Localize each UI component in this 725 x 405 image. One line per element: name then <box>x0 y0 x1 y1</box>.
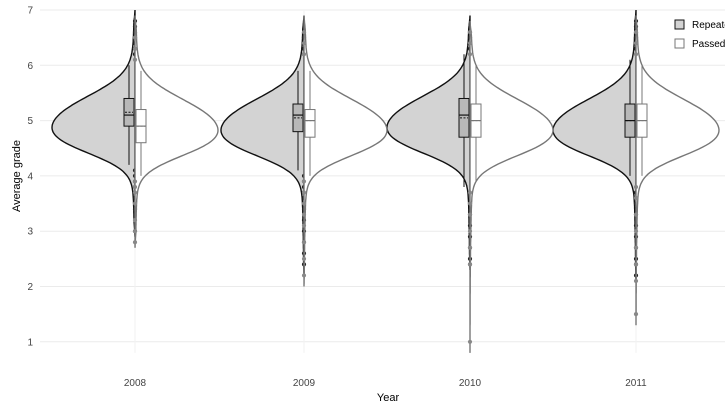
violin-passed-2010 <box>469 21 554 353</box>
outlier-point <box>132 179 138 184</box>
outlier-point <box>132 229 138 234</box>
y-tick-label: 5 <box>27 116 33 127</box>
y-axis-ticks: 1 2 3 4 5 6 7 <box>27 6 33 349</box>
outlier-point <box>467 212 473 217</box>
outlier-point <box>132 46 138 51</box>
outlier-point <box>467 41 473 46</box>
y-tick-label: 7 <box>27 6 33 17</box>
outlier-point <box>301 273 307 278</box>
outlier-point <box>301 179 307 184</box>
legend-label-passed: Passed <box>692 39 725 50</box>
outlier-point <box>633 184 639 190</box>
outlier-point <box>301 256 307 261</box>
outlier-point <box>467 190 473 195</box>
violin-repeated-2008 <box>51 9 136 237</box>
outlier-point <box>132 35 138 40</box>
outlier-point <box>132 190 138 195</box>
outlier-point <box>633 195 639 201</box>
x-tick-label: 2011 <box>625 378 647 389</box>
y-tick-label: 6 <box>27 61 33 72</box>
outlier-point <box>467 229 473 234</box>
outlier-point <box>467 30 473 35</box>
outlier-point <box>467 201 473 206</box>
outlier-point <box>467 262 473 267</box>
legend: Repeated Passed <box>674 19 725 50</box>
outlier-point <box>301 190 307 195</box>
outlier-point <box>467 339 473 344</box>
y-axis-title: Average grade <box>11 140 23 212</box>
violin-repeated-2010 <box>386 15 471 270</box>
outlier-point <box>633 212 639 217</box>
outlier-point <box>633 41 639 46</box>
outlier-point <box>467 52 473 57</box>
legend-swatch-repeated <box>674 19 685 30</box>
outlier-point <box>633 262 639 267</box>
legend-swatch-passed <box>674 38 685 49</box>
outlier-point <box>301 240 307 245</box>
outlier-point <box>633 312 639 317</box>
x-axis-ticks: 2008 2009 2010 2011 <box>124 378 647 389</box>
violin-repeated-2011 <box>552 9 637 281</box>
violin-passed-2011 <box>635 15 720 326</box>
outlier-point <box>633 278 639 284</box>
box-passed-2009 <box>304 109 316 138</box>
outlier-point <box>633 245 639 250</box>
outlier-point <box>301 223 307 228</box>
outlier-point <box>633 30 639 35</box>
violin-passed-2009 <box>303 15 388 287</box>
x-tick-label: 2008 <box>124 378 147 389</box>
outlier-point <box>467 245 473 250</box>
outlier-point <box>301 201 307 206</box>
outlier-point <box>301 212 307 217</box>
y-tick-label: 3 <box>27 227 33 238</box>
violins <box>51 9 720 353</box>
legend-label-repeated: Repeated <box>692 20 725 31</box>
outlier-point <box>132 201 138 206</box>
gridlines <box>40 9 725 353</box>
violin-repeated-2009 <box>220 15 305 276</box>
y-tick-label: 2 <box>27 282 33 293</box>
y-tick-label: 4 <box>27 171 33 182</box>
outlier-point <box>301 30 307 35</box>
x-axis-title: Year <box>377 392 400 404</box>
outlier-point <box>132 57 138 62</box>
outlier-point <box>633 52 639 57</box>
outlier-point <box>301 52 307 57</box>
x-tick-label: 2009 <box>293 378 316 389</box>
outlier-point <box>132 240 138 245</box>
outlier-point <box>132 218 138 223</box>
outlier-point <box>132 184 138 190</box>
outlier-point <box>301 41 307 46</box>
violin-passed-2008 <box>134 15 219 248</box>
outlier-point <box>633 229 639 234</box>
x-tick-label: 2010 <box>459 378 482 389</box>
y-tick-label: 1 <box>27 337 33 348</box>
